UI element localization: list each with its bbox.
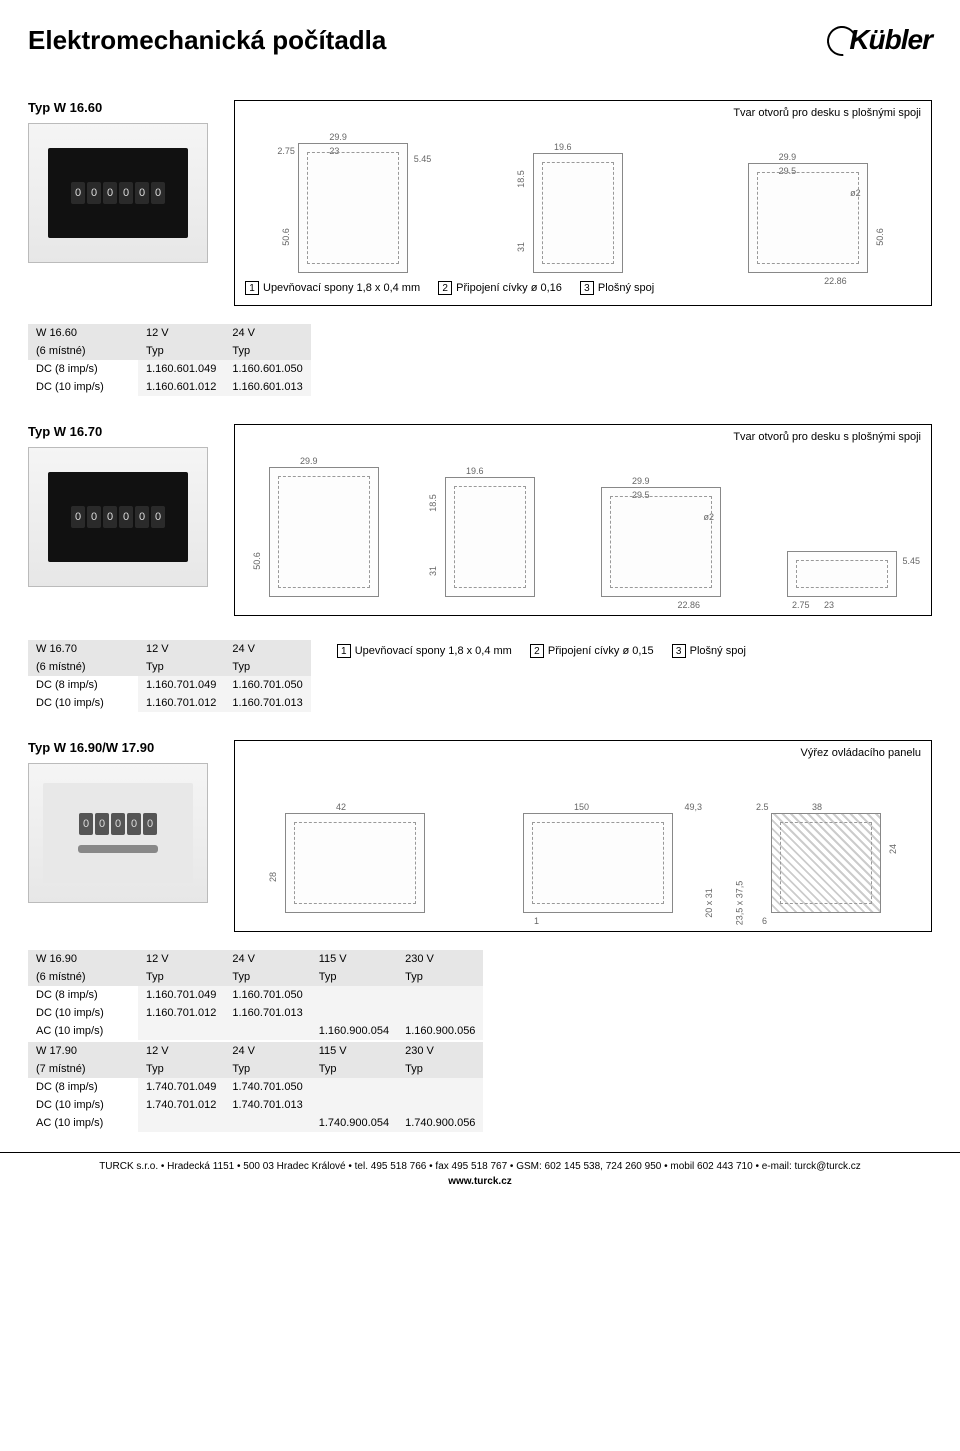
table-row: AC (10 imp/s) 1.160.900.054 1.160.900.05… — [28, 1022, 483, 1040]
table-row: DC (10 imp/s) 1.160.601.012 1.160.601.01… — [28, 378, 311, 396]
product-photo: 000 00 — [28, 763, 208, 903]
section-w1690-w1790: Typ W 16.90/W 17.90 000 00 Výřez ovládac… — [28, 740, 932, 1132]
drawing-pcb: 29.9 29.5 22.86 ø2 50.6 — [748, 163, 868, 273]
table-row: DC (8 imp/s) 1.160.701.049 1.160.701.050 — [28, 676, 311, 694]
drawing-box: Tvar otvorů pro desku s plošnými spoji 2… — [234, 424, 932, 616]
order-table-w1660: W 16.60 12 V 24 V (6 místné) Typ Typ DC … — [28, 324, 311, 396]
type-title: Typ W 16.70 — [28, 424, 228, 439]
table-row: DC (10 imp/s) 1.740.701.012 1.740.701.01… — [28, 1096, 483, 1114]
section-w1670: Typ W 16.70 000 000 Tvar otvorů pro desk… — [28, 424, 932, 712]
drawing-box: Výřez ovládacího panelu 42 28 150 49,3 1… — [234, 740, 932, 932]
drawing-box: Tvar otvorů pro desku s plošnými spoji 2… — [234, 100, 932, 306]
table-row: DC (8 imp/s) 1.160.601.049 1.160.601.050 — [28, 360, 311, 378]
table-row: DC (8 imp/s) 1.740.701.049 1.740.701.050 — [28, 1078, 483, 1096]
type-title: Typ W 16.60 — [28, 100, 228, 115]
footer-address: TURCK s.r.o. • Hradecká 1151 • 500 03 Hr… — [14, 1159, 946, 1174]
order-table-w1670: W 16.70 12 V 24 V (6 místné) Typ Typ DC … — [28, 640, 311, 712]
drawing-cutout: 2.5 38 24 6 — [771, 813, 881, 913]
drawing-box-title: Tvar otvorů pro desku s plošnými spoji — [245, 431, 921, 443]
brand-logo: Kübler — [827, 24, 932, 56]
drawing-pcb: 29.9 29.5 22.86 ø2 — [601, 487, 721, 597]
drawing-box-title: Výřez ovládacího panelu — [245, 747, 921, 759]
order-table-w1690: W 16.90 12 V 24 V 115 V 230 V (6 místné)… — [28, 950, 483, 1040]
legend: 1Upevňovací spony 1,8 x 0,4 mm 2Připojen… — [337, 644, 746, 658]
page-title: Elektromechanická počítadla — [28, 25, 386, 56]
drawing-front: 29.9 2.75 23 5.45 50.6 — [298, 143, 408, 273]
legend: 1Upevňovací spony 1,8 x 0,4 mm 2Připojen… — [245, 281, 921, 295]
page-footer: TURCK s.r.o. • Hradecká 1151 • 500 03 Hr… — [0, 1152, 960, 1201]
drawing-side: 19.6 18.5 31 — [445, 477, 535, 597]
order-table-w1790: W 17.90 12 V 24 V 115 V 230 V (7 místné)… — [28, 1042, 483, 1132]
section-w1660: Typ W 16.60 000 000 Tvar otvorů pro desk… — [28, 100, 932, 396]
page-header: Elektromechanická počítadla Kübler — [28, 24, 932, 56]
drawing-front: 29.9 50.6 — [269, 467, 379, 597]
drawing-box-title: Tvar otvorů pro desku s plošnými spoji — [245, 107, 921, 119]
table-row: DC (10 imp/s) 1.160.701.012 1.160.701.01… — [28, 694, 311, 712]
product-photo: 000 000 — [28, 447, 208, 587]
table-row: DC (8 imp/s) 1.160.701.049 1.160.701.050 — [28, 986, 483, 1004]
footer-www: www.turck.cz — [14, 1174, 946, 1189]
drawing-side: 150 49,3 1 20 x 31 23,5 x 37,5 — [523, 813, 673, 913]
table-row: AC (10 imp/s) 1.740.900.054 1.740.900.05… — [28, 1114, 483, 1132]
type-title: Typ W 16.90/W 17.90 — [28, 740, 228, 755]
drawing-front: 42 28 — [285, 813, 425, 913]
drawing-top: 2.75 23 5.45 — [787, 551, 897, 597]
product-photo: 000 000 — [28, 123, 208, 263]
table-row: DC (10 imp/s) 1.160.701.012 1.160.701.01… — [28, 1004, 483, 1022]
drawing-side: 19.6 18.5 31 — [533, 153, 623, 273]
